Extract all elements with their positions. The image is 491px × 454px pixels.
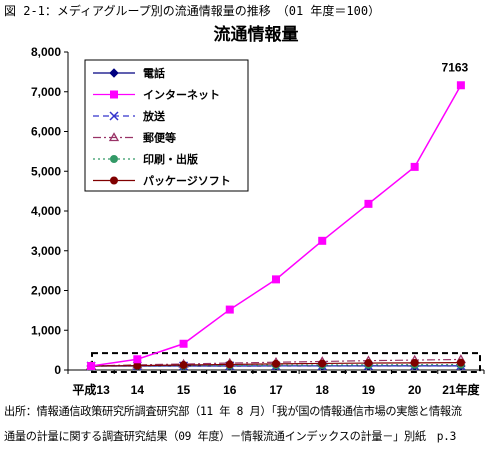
data-point bbox=[179, 339, 188, 348]
legend-marker bbox=[109, 68, 119, 78]
data-point bbox=[410, 358, 419, 367]
chart-title: 流通情報量 bbox=[214, 24, 299, 45]
annotation-label: 7163 bbox=[442, 60, 469, 74]
data-point bbox=[225, 360, 234, 369]
legend-marker bbox=[108, 132, 120, 142]
data-point bbox=[456, 358, 465, 367]
y-tick-label: 1,000 bbox=[31, 323, 61, 337]
legend-label: 郵便等 bbox=[143, 131, 176, 145]
y-tick-label: 2,000 bbox=[31, 284, 61, 298]
y-tick-label: 6,000 bbox=[31, 125, 61, 139]
source-note-line-1: 出所：情報通信政策研究所調査研究部（11 年 8 月）「我が国の情報通信市場の実… bbox=[4, 405, 462, 418]
data-point bbox=[179, 361, 188, 370]
data-point bbox=[364, 199, 373, 208]
data-point bbox=[456, 81, 465, 90]
x-tick-label: 21年度 bbox=[442, 382, 480, 397]
data-point bbox=[272, 359, 280, 368]
x-tick-label: 18 bbox=[316, 383, 330, 397]
y-tick-label: 5,000 bbox=[31, 164, 61, 178]
legend-marker bbox=[110, 155, 118, 163]
x-tick-label: 15 bbox=[177, 383, 191, 397]
source-note-line-2: 通量の計量に関する調査研究結果（09 年度）－情報流通インデックスの計量－」別紙… bbox=[4, 430, 457, 443]
y-tick-label: 7,000 bbox=[31, 85, 61, 99]
data-point bbox=[318, 359, 327, 368]
data-point bbox=[272, 275, 280, 284]
y-tick-label: 3,000 bbox=[31, 244, 61, 258]
x-tick-label: 平成13 bbox=[72, 382, 110, 397]
legend-marker bbox=[110, 176, 118, 185]
y-tick-label: 8,000 bbox=[31, 45, 61, 59]
x-tick-label: 20 bbox=[408, 383, 422, 397]
x-tick-label: 17 bbox=[269, 383, 283, 397]
legend-label: パッケージソフト bbox=[143, 175, 231, 188]
data-point bbox=[225, 305, 234, 314]
legend-label: 印刷・出版 bbox=[143, 152, 198, 166]
legend-marker bbox=[110, 90, 118, 99]
data-point bbox=[133, 355, 142, 364]
legend-box bbox=[84, 59, 249, 192]
y-tick-label: 4,000 bbox=[31, 204, 61, 218]
figure-caption: 図 2-1：メディアグループ別の流通情報量の推移 （01 年度＝100） bbox=[4, 4, 381, 18]
legend-label: インターネット bbox=[143, 89, 220, 102]
y-tick-label: 0 bbox=[54, 363, 61, 377]
legend-label: 電話 bbox=[143, 66, 165, 80]
data-point bbox=[318, 236, 327, 245]
x-tick-label: 16 bbox=[223, 383, 237, 397]
x-tick-label: 19 bbox=[362, 383, 376, 397]
series-line bbox=[91, 358, 461, 367]
data-point bbox=[364, 359, 373, 368]
x-tick-label: 14 bbox=[131, 383, 145, 397]
data-point bbox=[410, 162, 419, 171]
legend-label: 放送 bbox=[142, 109, 166, 123]
data-point bbox=[87, 362, 96, 371]
legend-marker bbox=[109, 111, 119, 121]
